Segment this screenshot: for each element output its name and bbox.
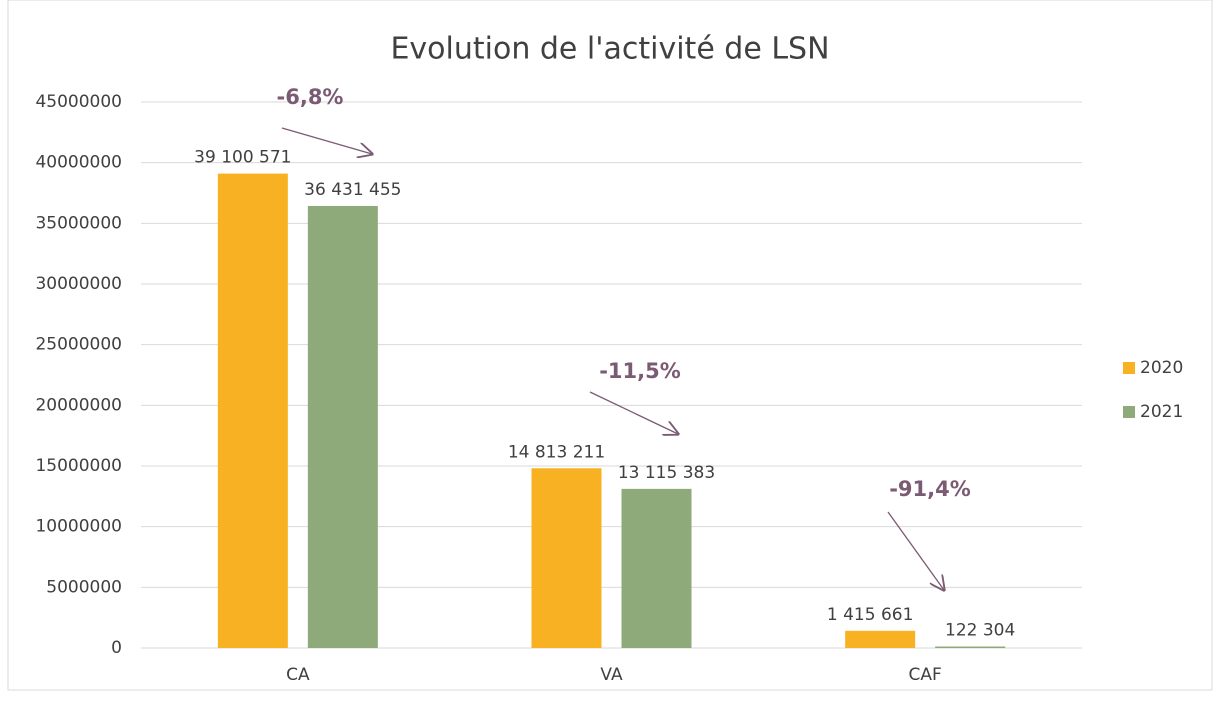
bar: [845, 630, 916, 648]
bar: [621, 488, 692, 648]
value-label: 14 813 211: [508, 442, 605, 462]
legend-swatch: [1123, 406, 1135, 418]
annotation: -11,5%: [599, 359, 681, 383]
chart-border: [7, 0, 1213, 691]
annotation: -6,8%: [277, 85, 344, 109]
value-label: 1 415 661: [827, 605, 914, 625]
value-label: 36 431 455: [304, 180, 401, 200]
y-tick-label: 20000000: [35, 395, 122, 415]
legend-label: 2021: [1140, 402, 1183, 422]
x-tick-label: VA: [600, 665, 623, 685]
y-tick-label: 0: [111, 638, 122, 658]
value-label: 39 100 571: [194, 148, 291, 168]
y-tick-label: 5000000: [46, 577, 122, 597]
legend-swatch: [1123, 362, 1135, 374]
y-tick-label: 30000000: [35, 274, 122, 294]
y-tick-label: 15000000: [35, 456, 122, 476]
value-label: 13 115 383: [618, 463, 715, 483]
y-tick-label: 10000000: [35, 517, 122, 537]
y-tick-label: 25000000: [35, 335, 122, 355]
y-tick-label: 45000000: [35, 92, 122, 112]
annotation-arrow: [281, 127, 372, 154]
bar: [307, 205, 378, 648]
bar: [531, 468, 602, 648]
legend-label: 2020: [1140, 358, 1183, 378]
bar: [935, 646, 1006, 648]
annotation-arrow: [887, 511, 944, 590]
value-label: 122 304: [945, 621, 1015, 641]
x-tick-label: CAF: [909, 665, 942, 685]
y-tick-label: 35000000: [35, 213, 122, 233]
annotation-arrow: [589, 391, 678, 434]
bar: [217, 173, 288, 648]
chart-title: Evolution de l'activité de LSN: [390, 32, 829, 67]
y-tick-label: 40000000: [35, 153, 122, 173]
x-tick-label: CA: [286, 665, 310, 685]
annotation: -91,4%: [889, 477, 971, 501]
